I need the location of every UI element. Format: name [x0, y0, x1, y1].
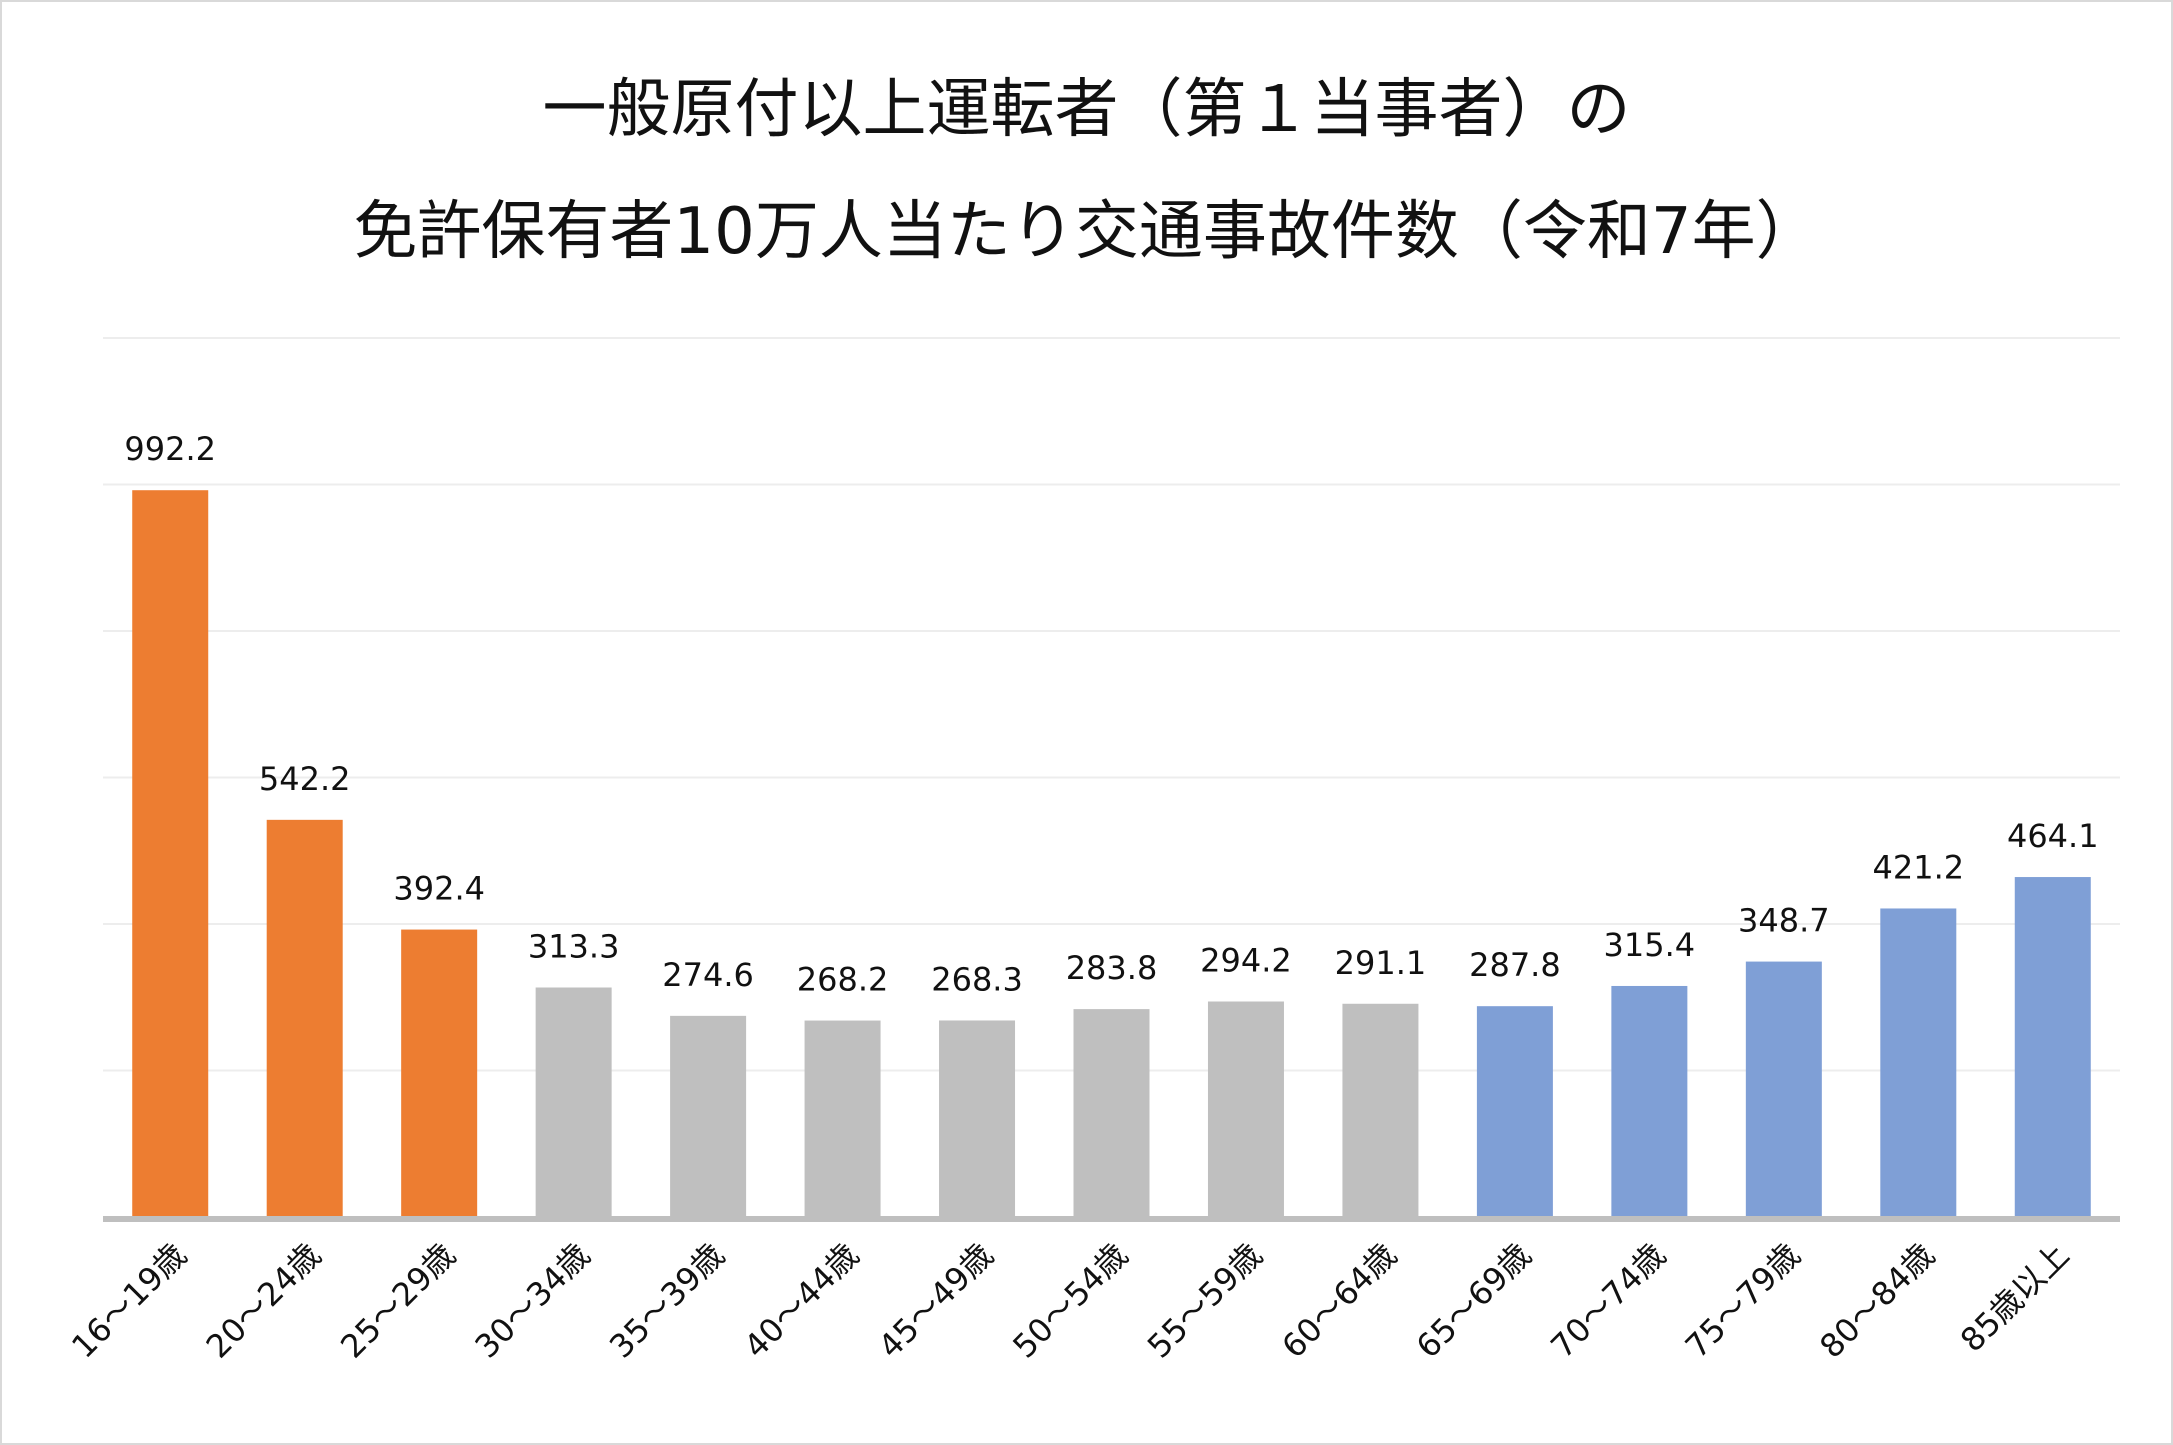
chart-title-line-2: 免許保有者10万人当たり交通事故件数（令和7年） — [353, 195, 1820, 269]
data-label: 421.2 — [1872, 848, 1964, 886]
x-tick-label: 35～39歳 — [602, 1236, 732, 1366]
x-tick-label: 16～19歳 — [64, 1236, 194, 1366]
x-tick-label: 55～59歳 — [1140, 1236, 1270, 1366]
bar — [401, 929, 478, 1217]
data-label: 313.3 — [528, 928, 620, 966]
x-tick-label: 50～54歳 — [1005, 1236, 1135, 1366]
x-tick-label: 60～64歳 — [1274, 1236, 1404, 1366]
x-tick-label: 20～24歳 — [199, 1236, 329, 1366]
chart-title-line-1: 一般原付以上運転者（第１当事者）の — [542, 73, 1631, 147]
data-label: 542.2 — [259, 760, 351, 798]
data-label: 291.1 — [1335, 944, 1427, 982]
bar — [535, 987, 612, 1217]
bar — [1880, 908, 1957, 1217]
data-label: 392.4 — [393, 870, 485, 908]
bar — [1611, 985, 1688, 1217]
x-tick-label: 25～29歳 — [333, 1236, 463, 1366]
data-label: 315.4 — [1604, 926, 1696, 964]
data-label: 294.2 — [1200, 941, 1292, 979]
x-tick-label: 40～44歳 — [737, 1236, 867, 1366]
bar — [670, 1015, 747, 1217]
x-tick-label: 30～34歳 — [468, 1236, 598, 1366]
data-label: 992.2 — [124, 430, 216, 468]
bar — [1745, 961, 1822, 1217]
x-tick-label: 65～69歳 — [1409, 1236, 1539, 1366]
data-label: 268.3 — [931, 960, 1023, 998]
data-label: 268.2 — [797, 961, 889, 999]
bar — [804, 1020, 881, 1217]
x-tick-label: 85歳以上 — [1953, 1236, 2077, 1360]
x-tick-label: 75～79歳 — [1678, 1236, 1808, 1366]
data-label: 283.8 — [1066, 949, 1158, 987]
bar — [1476, 1006, 1553, 1217]
data-label: 348.7 — [1738, 902, 1830, 940]
bar — [1207, 1001, 1284, 1217]
bar — [1342, 1003, 1419, 1217]
data-label: 287.8 — [1469, 946, 1561, 984]
data-label: 464.1 — [2007, 817, 2099, 855]
x-tick-label: 45～49歳 — [871, 1236, 1001, 1366]
bar — [939, 1020, 1016, 1217]
data-label: 274.6 — [662, 956, 754, 994]
x-tick-label: 80～84歳 — [1812, 1236, 1942, 1366]
bar — [2014, 877, 2091, 1217]
bar — [132, 490, 209, 1217]
bar — [1073, 1009, 1150, 1217]
x-tick-label: 70～74歳 — [1543, 1236, 1673, 1366]
bar — [266, 819, 343, 1217]
